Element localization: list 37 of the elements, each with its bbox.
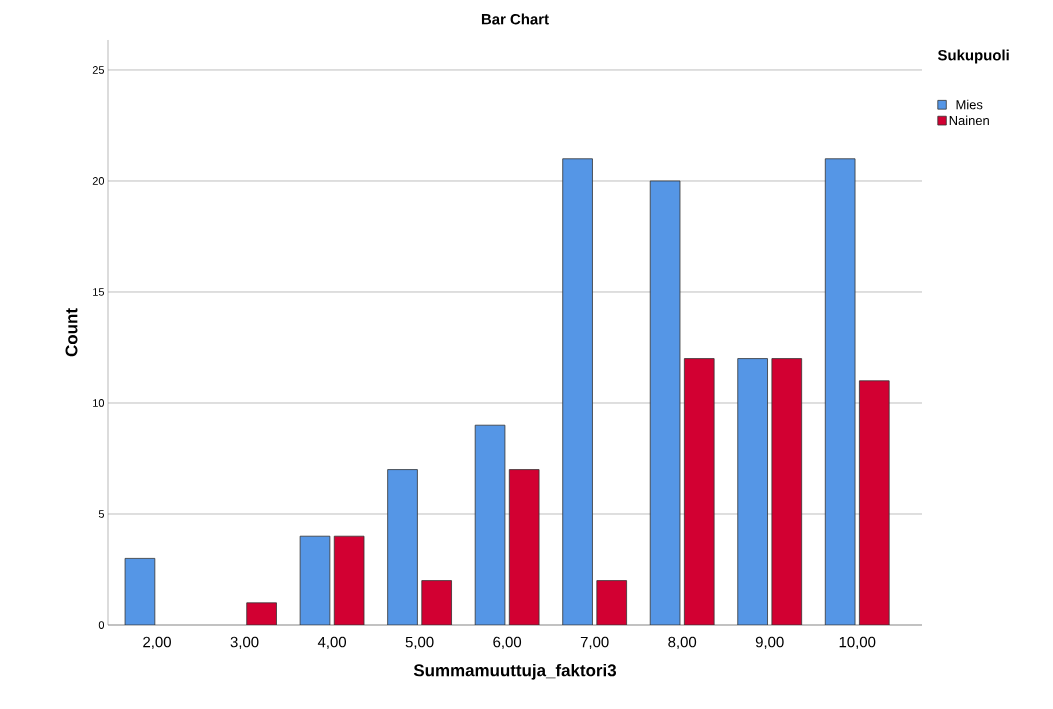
bar (333, 535, 365, 625)
bar (859, 380, 890, 625)
x-tick-label: 2,00 (143, 636, 171, 650)
x-tick-label: 9,00 (755, 636, 784, 650)
y-tick-label: 5 (98, 510, 105, 518)
y-tick-label: 20 (92, 177, 105, 185)
bar (562, 158, 593, 625)
y-tick-label: 25 (92, 66, 105, 74)
x-tick-label: 10,00 (839, 636, 876, 650)
bar (387, 469, 418, 625)
x-tick-label: 6,00 (493, 636, 522, 650)
bar (299, 535, 331, 625)
y-tick-label: 10 (93, 399, 105, 407)
x-tick-label: 4,00 (317, 636, 347, 650)
x-tick-label: 7,00 (580, 636, 609, 650)
bar (474, 424, 506, 625)
bar (737, 358, 768, 625)
chart-title: Bar Chart (481, 13, 549, 25)
x-tick-label: 8,00 (668, 636, 697, 650)
bar (596, 580, 627, 625)
x-axis-title: Summamuuttuja_faktori3 (413, 663, 617, 680)
bar (771, 358, 803, 625)
y-axis-title: Count (65, 308, 78, 357)
legend-label: Mies (956, 99, 983, 110)
x-tick-label: 3,00 (230, 636, 259, 650)
bar (246, 602, 277, 625)
bar (683, 358, 715, 625)
x-tick-label: 5,00 (405, 636, 434, 650)
legend-title: Sukupuoli (937, 49, 1009, 64)
y-tick-label: 15 (93, 288, 105, 296)
legend-label: Nainen (949, 115, 989, 126)
bar (124, 557, 156, 625)
bar (824, 158, 856, 625)
bar (508, 469, 540, 625)
bar (649, 180, 681, 625)
y-tick-label: 0 (98, 621, 105, 629)
bar (421, 580, 452, 625)
